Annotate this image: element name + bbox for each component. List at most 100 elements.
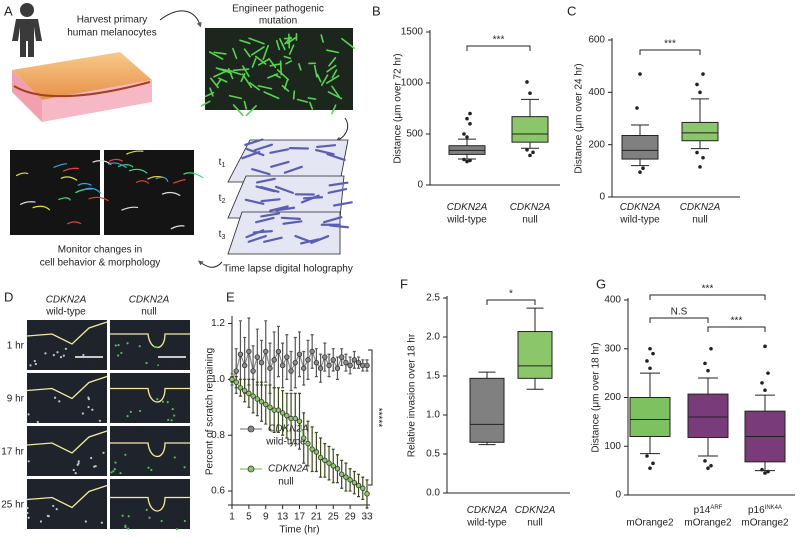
track [170,225,185,230]
y-tick-label: 0 [599,192,605,203]
gene: CDKN2A [680,202,721,213]
micrograph [110,320,190,370]
outlier [766,469,770,474]
cell [232,104,244,117]
gene: CDKN2A [467,505,508,516]
point [258,399,265,405]
cell-dot [53,396,57,399]
track [126,150,144,155]
x-tick-label: 33 [361,512,373,523]
box [517,331,553,379]
cell [281,84,290,92]
box [629,397,671,437]
holo-cell [256,177,276,184]
cell-dot [56,351,59,354]
outlier [766,371,770,375]
category-label: mOrange2 [741,518,789,529]
cell [232,47,238,60]
box [621,135,659,160]
category-label: wild-type [466,518,507,529]
track [83,187,102,194]
outlier [465,116,469,121]
holo-cell [282,220,303,225]
cell [257,58,270,66]
category-label: mOrange2 [684,518,732,529]
cell-dot [127,527,130,530]
cell-dot [171,408,174,411]
point [309,446,315,452]
y-tick-label: 1000 [401,78,424,89]
cell-dot [76,463,79,466]
point [313,359,320,366]
outlier [468,111,472,116]
cell [341,37,355,50]
wound-edge [26,484,108,509]
cell [251,57,257,68]
x-tick-label: 1 [229,512,235,523]
column-label: wild-type [45,307,86,318]
cell-dot [52,354,55,357]
category-label: null [527,518,543,529]
point [250,393,256,399]
outlier [698,165,702,169]
track [32,205,51,211]
cell-dot [175,528,178,531]
cell [309,101,314,110]
wound-edge [110,387,190,403]
cell-dot [114,461,117,464]
outlier [698,90,702,95]
outlier [703,459,707,463]
y-tick-label: 100 [604,441,621,452]
wound-edge [26,321,108,345]
significance-bracket [368,349,373,486]
point [267,365,273,371]
outlier [703,361,707,366]
cell-dot [156,398,159,401]
holo-cell [255,185,276,193]
outlier [763,388,767,392]
panel-letter: B [372,3,381,18]
significance-bracket [466,45,531,51]
y-tick-label: 0 [417,180,423,191]
box [681,121,719,142]
category-gene: CDKN2A [447,202,488,213]
significance-bracket [707,326,766,332]
outlier [645,359,649,363]
outlier [528,153,532,158]
outlier [528,91,532,95]
track [108,158,123,162]
y-tick-label: 1.5 [426,371,440,382]
y-axis-label: Distance (μm over 72 hr) [393,53,404,163]
cell-dot [124,453,127,456]
cell-dot [27,460,30,463]
cell [273,73,281,79]
micrograph [27,479,107,529]
point [284,354,290,360]
cell-dot [27,413,30,416]
cell-dot [64,347,68,350]
track [155,176,169,182]
y-tick-label: 500 [406,129,423,140]
y-tick-label: 0.8 [211,430,225,441]
cell [279,38,286,51]
cell-dot [124,524,127,527]
y-tick-label: 2.5 [426,293,440,304]
cell-dot [150,468,153,472]
x-tick-label: 29 [345,512,357,523]
outlier [468,158,472,163]
holo-cell [260,198,281,203]
cell [313,64,318,78]
cell-dot [183,519,186,523]
micrograph [27,320,107,370]
wound-edge [26,375,108,400]
cell [232,68,250,72]
significance-label: * [509,289,513,300]
point [338,471,345,477]
timepoint-base: t [219,193,222,204]
person-body [12,19,42,57]
significance-bracket [486,299,536,305]
micrograph [110,373,190,423]
scale-bar-label: 200 μm [155,359,189,370]
cell [307,97,317,100]
cell-dot [120,351,123,355]
